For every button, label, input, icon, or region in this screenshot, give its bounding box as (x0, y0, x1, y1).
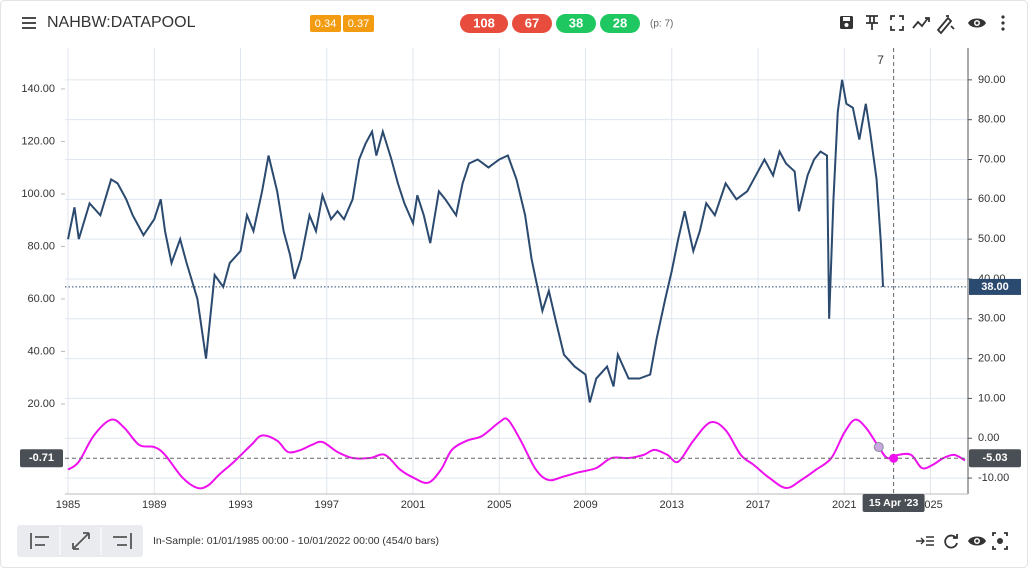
pill-text: 108 (473, 15, 495, 30)
fullscreen-icon[interactable] (890, 15, 904, 31)
pill-text: 38 (569, 15, 583, 30)
period-label: (p: 7) (650, 19, 673, 30)
pill (460, 14, 508, 33)
y-tick-label: 80.00 (27, 240, 55, 252)
chart-title: NAHBW:DATAPOOL (47, 14, 196, 31)
menu-button[interactable] (22, 17, 36, 29)
y2-tick-label: 90.00 (978, 74, 1006, 86)
x-tick-label: 1989 (142, 499, 166, 511)
y2-tick-label: 10.00 (978, 392, 1006, 404)
x-tick-label: 1993 (228, 499, 252, 511)
series-line (67, 417, 966, 490)
y-tick-label: 20.00 (27, 398, 55, 410)
y-tick-label: 60.00 (27, 293, 55, 305)
x-tick-label: 2021 (832, 499, 856, 511)
crosshair-top-label: 7 (877, 53, 884, 67)
badge (310, 15, 341, 32)
y2-tick-label: 60.00 (978, 193, 1006, 205)
y-tick-label: 100.00 (21, 188, 55, 200)
crosshair-y-box (20, 449, 63, 468)
crosshair-point (889, 453, 899, 463)
y2-tick-label: 0.00 (978, 432, 999, 444)
pill-text: 28 (613, 15, 627, 30)
crosshair-y2-box (969, 449, 1021, 468)
series-line (67, 79, 885, 403)
badge-text: 0.37 (348, 18, 369, 30)
pill (600, 14, 640, 33)
pill (512, 14, 552, 33)
expand-button[interactable] (72, 532, 90, 550)
pill-text: 67 (525, 15, 539, 30)
draw-icon[interactable] (936, 15, 955, 35)
toolbar (840, 15, 1005, 35)
eye-icon[interactable] (968, 18, 986, 28)
x-tick-label: 2005 (487, 499, 511, 511)
x-tick-label: 1985 (56, 499, 80, 511)
y2-tick-label: 80.00 (978, 114, 1006, 126)
last-value-label: 38.00 (981, 281, 1009, 293)
save-icon[interactable] (840, 16, 853, 29)
y2-tick-label: 70.00 (978, 153, 1006, 165)
plot-area (67, 79, 966, 490)
align-left-button[interactable] (30, 533, 49, 549)
crosshair-y2-label: -5.03 (982, 452, 1007, 464)
pill (556, 14, 596, 33)
x-tick-label: 2017 (746, 499, 770, 511)
y2-tick-label: 50.00 (978, 233, 1006, 245)
more-icon[interactable] (1001, 15, 1005, 31)
refresh-icon[interactable] (944, 534, 958, 549)
badge-text: 0.34 (315, 18, 336, 30)
last-value-box (969, 278, 1021, 295)
y2-tick-label: 20.00 (978, 353, 1006, 365)
x-tick-label: 2001 (401, 499, 425, 511)
trend-icon[interactable] (912, 17, 930, 29)
y-tick-label: 140.00 (21, 83, 55, 95)
hover-point (873, 442, 884, 453)
x-tick-label: 2013 (660, 499, 684, 511)
y2-tick-label: 30.00 (978, 313, 1006, 325)
y-tick-label: 40.00 (27, 345, 55, 357)
visibility-icon[interactable] (968, 536, 986, 546)
crosshair-x-label: 15 Apr '23 (869, 497, 919, 509)
crosshair-y-label: -0.71 (29, 452, 54, 464)
footer-buttons (17, 525, 143, 557)
y2-tick-label: -10.00 (978, 472, 1009, 484)
in-sample-text: In-Sample: 01/01/1985 00:00 - 10/01/2022… (153, 535, 439, 547)
badge (343, 15, 374, 32)
align-right-button[interactable] (113, 533, 132, 549)
list-icon[interactable] (916, 536, 934, 546)
y-tick-label: 120.00 (21, 135, 55, 147)
x-tick-label: 2009 (573, 499, 597, 511)
x-tick-label: 1997 (315, 499, 339, 511)
crosshair-x-box (862, 494, 925, 512)
footer-icons (916, 532, 1008, 550)
focus-icon[interactable] (992, 532, 1008, 550)
pin-icon[interactable] (866, 15, 878, 30)
